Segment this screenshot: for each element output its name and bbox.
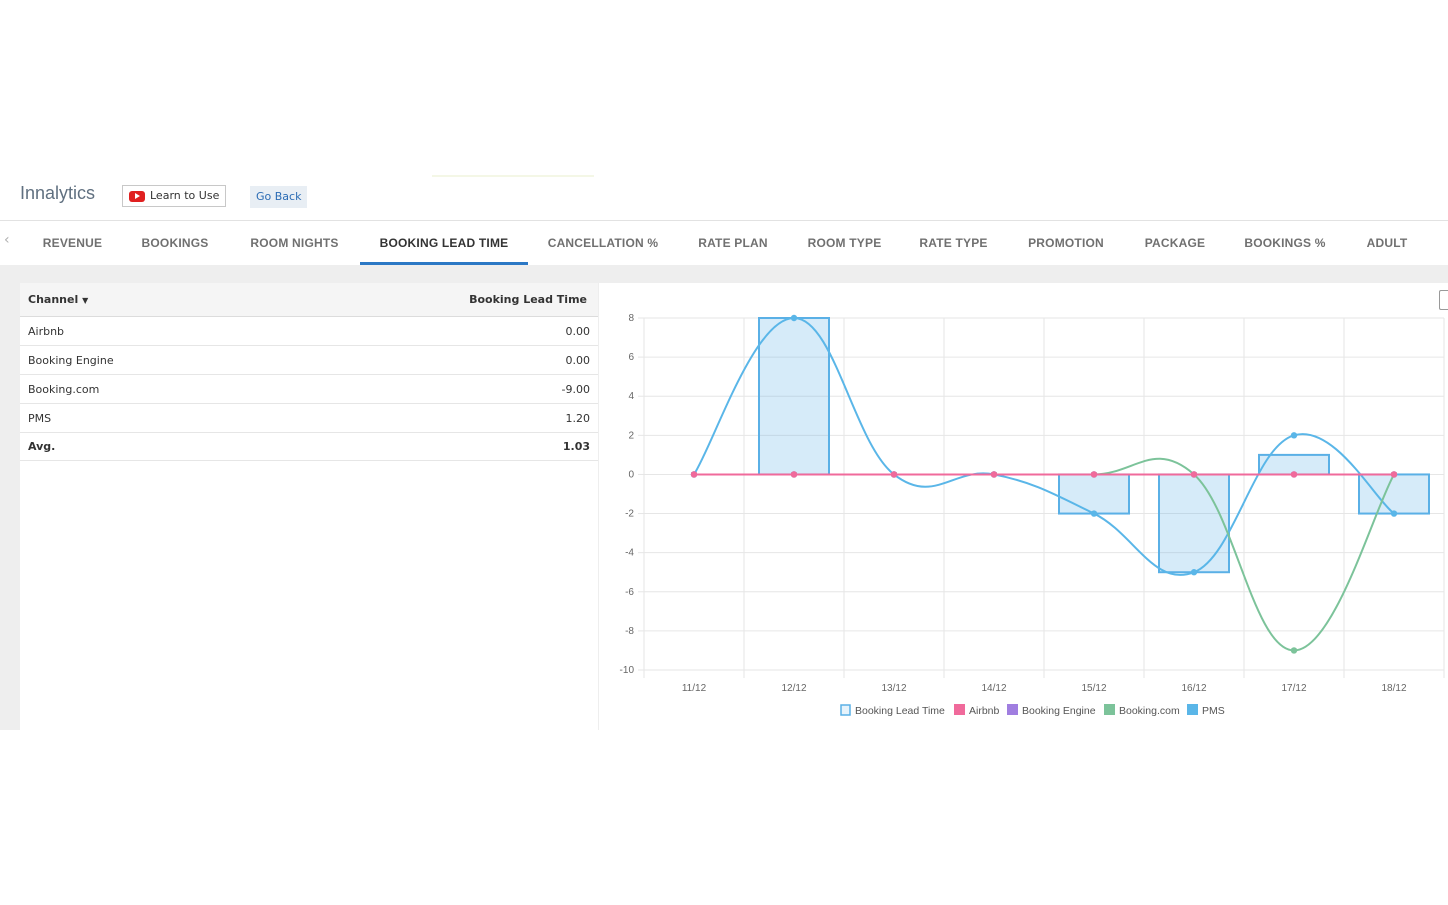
data-point [790, 314, 798, 322]
x-tick-label: 11/12 [682, 683, 707, 694]
y-tick-label: -10 [620, 665, 635, 676]
y-tick-label: 6 [628, 352, 634, 363]
go-back-button[interactable]: Go Back [250, 186, 308, 208]
data-point [1290, 647, 1298, 654]
y-tick-label: 8 [628, 313, 634, 324]
tab-bookings[interactable]: BOOKINGS [141, 236, 209, 250]
bar [1358, 473, 1430, 515]
sort-caret-icon: ▼ [82, 296, 89, 305]
bar [758, 317, 830, 476]
tab-cancellation[interactable]: CANCELLATION % [547, 236, 659, 250]
table-avg-row: Avg. 1.03 [20, 432, 598, 461]
channel-cell: Booking Engine [28, 354, 114, 367]
tab-bar: ‹ REVENUE BOOKINGS ROOM NIGHTS BOOKING L… [0, 220, 1448, 266]
table-row: Booking.com -9.00 [20, 375, 598, 404]
tab-room-type[interactable]: ROOM TYPE [807, 236, 882, 250]
avg-label-cell: Avg. [28, 440, 56, 453]
learn-to-use-button[interactable]: Learn to Use [122, 185, 227, 207]
lead-time-column-header: Booking Lead Time [469, 293, 587, 306]
legend-swatch [1187, 704, 1198, 715]
table-row: Booking Engine 0.00 [20, 346, 598, 375]
legend-label: Booking.com [1119, 705, 1180, 717]
app-title: Innalytics [20, 183, 96, 203]
value-cell: 0.00 [565, 325, 591, 338]
data-point [1290, 432, 1298, 439]
avg-value-cell: 1.03 [562, 440, 590, 453]
scroll-left-icon[interactable]: ‹ [4, 232, 10, 248]
y-tick-label: -4 [625, 548, 634, 559]
channel-cell: Booking.com [28, 383, 100, 396]
x-tick-label: 12/12 [781, 683, 806, 694]
legend-swatch [1104, 704, 1115, 715]
channel-column-header[interactable]: Channel ▼ [28, 293, 89, 306]
tab-rate-plan[interactable]: RATE PLAN [698, 236, 768, 250]
tab-package[interactable]: PACKAGE [1144, 236, 1206, 250]
youtube-icon [129, 190, 145, 202]
table-header: Channel ▼ Booking Lead Time [20, 283, 598, 317]
data-point [1390, 510, 1398, 517]
tab-revenue[interactable]: REVENUE [42, 236, 103, 250]
bar [1158, 473, 1230, 574]
y-tick-label: 4 [628, 391, 634, 402]
legend-swatch [840, 704, 851, 716]
legend-label: Booking Engine [1022, 705, 1096, 717]
tab-promotion[interactable]: PROMOTION [1028, 236, 1104, 250]
data-point [1090, 510, 1098, 517]
tab-room-nights[interactable]: ROOM NIGHTS [250, 236, 339, 250]
y-tick-label: 0 [628, 469, 634, 480]
x-tick-label: 13/12 [881, 683, 906, 694]
y-tick-label: -8 [625, 626, 634, 637]
legend-swatch [1007, 704, 1018, 715]
data-point [690, 471, 698, 478]
value-cell: 1.20 [565, 412, 591, 425]
data-point [1090, 471, 1098, 478]
y-tick-label: -6 [625, 587, 634, 598]
table-row: Airbnb 0.00 [20, 317, 598, 346]
x-tick-label: 16/12 [1181, 683, 1206, 694]
bar [1058, 473, 1130, 515]
value-cell: -9.00 [561, 383, 590, 396]
tab-rate-type[interactable]: RATE TYPE [919, 236, 988, 250]
learn-to-use-label: Learn to Use [150, 189, 220, 202]
data-point [890, 471, 898, 478]
data-point [990, 471, 998, 478]
x-tick-label: 15/12 [1081, 683, 1106, 694]
legend-label: Booking Lead Time [855, 705, 945, 717]
channel-cell: PMS [28, 412, 52, 425]
x-tick-label: 14/12 [981, 683, 1006, 694]
data-point [1390, 471, 1398, 478]
x-tick-label: 17/12 [1281, 683, 1306, 694]
lead-time-table: Channel ▼ Booking Lead Time Airbnb 0.00 … [20, 283, 598, 730]
legend-label: Airbnb [969, 705, 1000, 717]
tab-adult[interactable]: ADULT [1366, 236, 1408, 250]
tab-bookings-percent[interactable]: BOOKINGS % [1244, 236, 1326, 250]
data-point [1190, 471, 1198, 478]
x-tick-label: 18/12 [1381, 683, 1406, 694]
y-tick-label: -2 [625, 509, 634, 520]
channel-cell: Airbnb [28, 325, 65, 338]
header-decoration-line [432, 175, 594, 177]
table-row: PMS 1.20 [20, 404, 598, 433]
legend-label: PMS [1202, 705, 1225, 717]
data-point [790, 471, 798, 478]
legend-swatch [954, 704, 965, 715]
y-tick-label: 2 [628, 430, 634, 441]
data-point [1290, 471, 1298, 478]
data-point [1190, 569, 1198, 576]
value-cell: 0.00 [565, 354, 591, 367]
export-icon[interactable] [1439, 290, 1448, 310]
tab-booking-lead-time[interactable]: BOOKING LEAD TIME [360, 221, 528, 265]
